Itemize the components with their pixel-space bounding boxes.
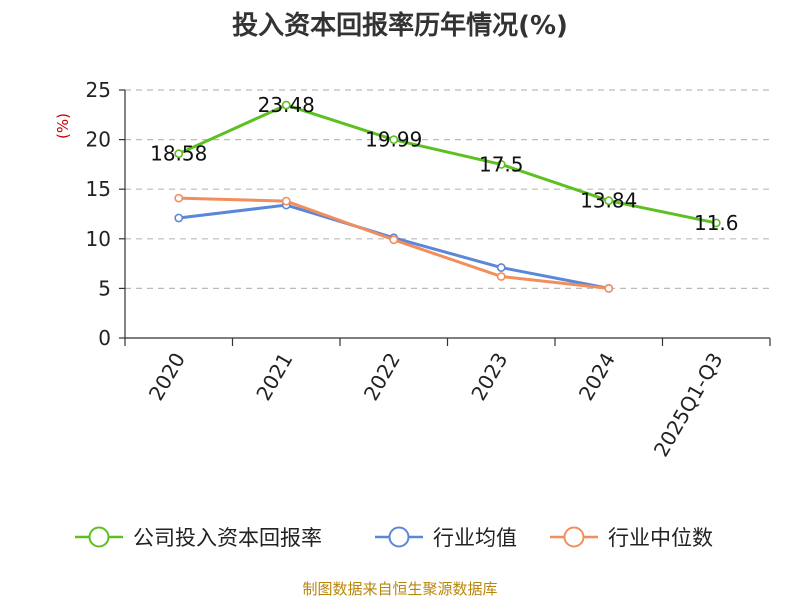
- series-0-point-3: [496, 159, 506, 169]
- series-1-point-3: [496, 263, 506, 272]
- series-line-0: [178, 103, 717, 225]
- series-0-point-4: [604, 196, 614, 206]
- data-label-2023: 17.5: [479, 152, 524, 176]
- series-0-point-2: [389, 135, 399, 145]
- series-0-point-5: [711, 218, 721, 228]
- x-tick-label-2020: 2020: [144, 349, 190, 405]
- series-2-point-4: [604, 283, 614, 293]
- data-labels: 18.58 23.48 19.99 17.5 13.84 11.6: [150, 93, 738, 235]
- y-axis-unit: (%): [54, 113, 72, 139]
- x-tick-label-2023: 2023: [466, 349, 512, 405]
- series-layer: [174, 100, 721, 293]
- data-label-2025Q1-Q3: 11.6: [694, 211, 739, 235]
- series-0-point-1: [281, 100, 291, 110]
- series-2-point-1: [281, 196, 291, 206]
- series-line-1: [178, 203, 610, 290]
- source-note: 制图数据来自恒生聚源数据库: [302, 580, 497, 598]
- legend: 公司投入资本回报率 行业均值 行业中位数: [75, 526, 713, 550]
- data-label-2020: 18.58: [150, 142, 207, 166]
- series-1-point-0: [174, 213, 184, 223]
- legend-label-2: 行业中位数: [608, 526, 713, 550]
- y-tick-label-15: 15: [86, 177, 111, 201]
- y-tick-label-0: 0: [98, 326, 111, 350]
- x-tick-label-2022: 2022: [359, 349, 405, 405]
- x-tick-label-2025Q1-Q3: 2025Q1-Q3: [649, 349, 728, 461]
- data-label-2021: 23.48: [258, 93, 315, 117]
- x-tick-label-2021: 2021: [251, 349, 297, 405]
- x-tick-label-2024: 2024: [574, 349, 620, 405]
- axes: 0 5 10 15 20 25 2020 2021 2022 2023 2024 2025Q1-Q3: [86, 78, 771, 461]
- data-label-2022: 19.99: [365, 128, 422, 152]
- legend-label-1: 行业均值: [433, 526, 517, 550]
- y-tick-label-25: 25: [86, 78, 111, 102]
- y-tick-label-10: 10: [86, 227, 111, 251]
- series-2-point-2: [389, 235, 399, 245]
- data-label-2024: 13.84: [580, 189, 637, 213]
- legend-marker-0: [88, 526, 110, 548]
- y-tick-label-5: 5: [98, 276, 111, 300]
- legend-label-0: 公司投入资本回报率: [133, 526, 322, 550]
- series-2-point-0: [174, 193, 184, 203]
- series-2-point-3: [496, 272, 506, 281]
- chart-title: 投入资本回报率历年情况(%): [232, 10, 568, 41]
- legend-marker-2: [563, 526, 585, 548]
- grid-lines: [125, 89, 770, 289]
- y-tick-label-20: 20: [86, 128, 111, 152]
- legend-marker-1: [388, 526, 410, 548]
- series-0-point-0: [174, 149, 184, 159]
